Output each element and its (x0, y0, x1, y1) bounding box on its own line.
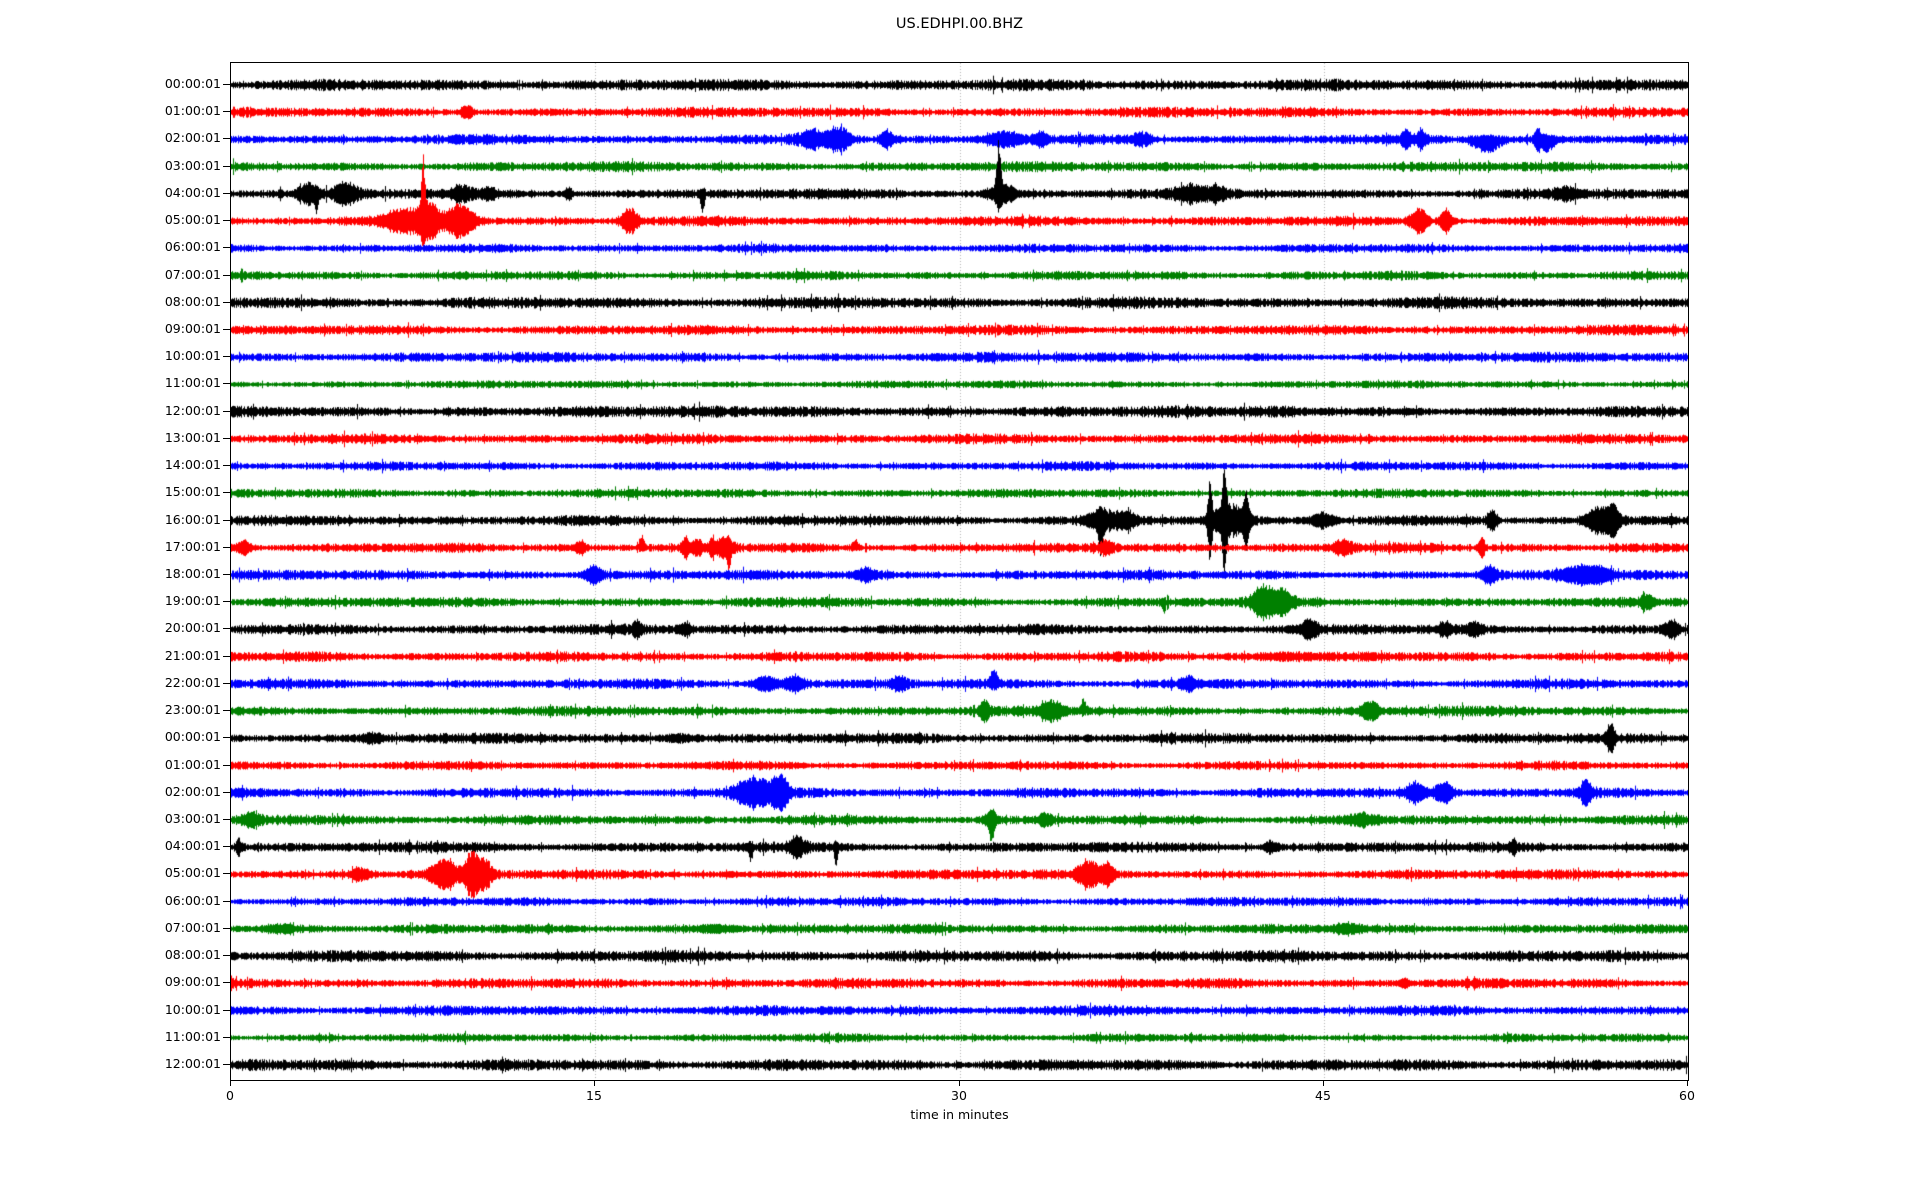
trace-label: 23:00:01 (164, 702, 221, 718)
y-tick (223, 138, 230, 140)
y-tick (223, 247, 230, 249)
y-tick (223, 84, 230, 85)
trace-label: 07:00:01 (164, 266, 221, 282)
trace-label: 16:00:01 (164, 511, 221, 527)
trace-label: 13:00:01 (164, 429, 221, 445)
y-tick (223, 356, 230, 358)
trace-label: 15:00:01 (164, 484, 221, 500)
trace-label: 05:00:01 (164, 212, 221, 228)
y-tick (223, 764, 230, 766)
y-tick (223, 1036, 230, 1038)
y-tick (223, 492, 230, 494)
x-tick-label: 30 (951, 1088, 967, 1103)
y-tick (223, 383, 230, 385)
x-tick (594, 1081, 595, 1086)
trace-label: 12:00:01 (164, 1055, 221, 1071)
trace-label: 11:00:01 (164, 375, 221, 391)
x-tick-label: 45 (1315, 1088, 1331, 1103)
trace-label: 07:00:01 (164, 919, 221, 935)
trace-label: 01:00:01 (164, 103, 221, 119)
plot-area (230, 62, 1689, 1081)
trace-label: 08:00:01 (164, 293, 221, 309)
y-tick (223, 846, 230, 848)
trace-label: 05:00:01 (164, 865, 221, 881)
y-tick (223, 927, 230, 929)
y-tick (223, 192, 230, 194)
x-tick-label: 15 (586, 1088, 602, 1103)
y-tick (223, 818, 230, 820)
y-tick (223, 465, 230, 467)
trace-label: 00:00:01 (164, 76, 221, 91)
chart-title: US.EDHPI.00.BHZ (895, 16, 1024, 32)
y-tick (223, 900, 230, 902)
trace-label: 08:00:01 (164, 947, 221, 963)
trace-label: 22:00:01 (164, 674, 221, 690)
trace-label: 03:00:01 (164, 157, 221, 173)
y-tick (223, 655, 230, 657)
trace-label: 10:00:01 (164, 348, 221, 364)
trace-label: 06:00:01 (164, 892, 221, 908)
trace-label: 04:00:01 (164, 184, 221, 200)
seismogram-canvas (231, 63, 1688, 1080)
trace-label: 21:00:01 (164, 647, 221, 663)
y-tick (223, 628, 230, 630)
y-tick (223, 710, 230, 712)
x-tick-label: 60 (1679, 1088, 1695, 1103)
y-tick (223, 791, 230, 793)
y-tick (223, 682, 230, 684)
y-tick (223, 437, 230, 439)
trace-label: 00:00:01 (164, 729, 221, 745)
y-tick (223, 328, 230, 330)
x-axis-label: time in minutes (910, 1107, 1009, 1122)
y-tick (223, 601, 230, 603)
x-tick (959, 1081, 960, 1086)
x-tick (230, 1081, 231, 1086)
trace-label: 12:00:01 (164, 402, 221, 418)
y-tick (223, 519, 230, 521)
trace-label: 20:00:01 (164, 620, 221, 636)
y-tick (223, 220, 230, 222)
y-tick (223, 111, 230, 113)
trace-label: 06:00:01 (164, 239, 221, 255)
y-tick (223, 573, 230, 575)
trace-label: 17:00:01 (164, 538, 221, 554)
y-tick (223, 410, 230, 412)
x-tick-label: 0 (226, 1088, 234, 1103)
trace-label: 11:00:01 (164, 1028, 221, 1044)
y-tick (223, 546, 230, 548)
x-tick (1687, 1081, 1688, 1086)
trace-label: 09:00:01 (164, 320, 221, 336)
trace-label: 03:00:01 (164, 810, 221, 826)
y-tick (223, 737, 230, 739)
trace-label: 09:00:01 (164, 974, 221, 990)
trace-label: 18:00:01 (164, 565, 221, 581)
x-tick (1323, 1081, 1324, 1086)
y-tick (223, 301, 230, 303)
trace-label: 10:00:01 (164, 1001, 221, 1017)
y-tick (223, 1063, 230, 1065)
trace-label: 02:00:01 (164, 130, 221, 146)
y-tick (223, 982, 230, 984)
trace-label: 14:00:01 (164, 457, 221, 473)
trace-label: 02:00:01 (164, 783, 221, 799)
y-tick (223, 165, 230, 167)
trace-label: 04:00:01 (164, 838, 221, 854)
y-tick (223, 1009, 230, 1011)
y-tick (223, 955, 230, 957)
trace-label: 19:00:01 (164, 593, 221, 609)
trace-label: 01:00:01 (164, 756, 221, 772)
y-tick (223, 274, 230, 276)
y-tick (223, 873, 230, 875)
